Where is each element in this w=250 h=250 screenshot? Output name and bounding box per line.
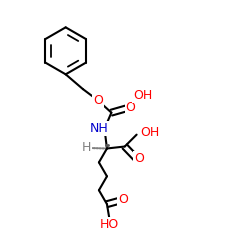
Text: O: O [93, 94, 103, 107]
Text: O: O [134, 152, 144, 165]
Text: OH: OH [140, 126, 160, 139]
Text: OH: OH [133, 89, 152, 102]
Text: NH: NH [90, 122, 108, 135]
Text: H: H [82, 142, 91, 154]
Text: HO: HO [100, 218, 119, 231]
Text: O: O [126, 101, 136, 114]
Text: O: O [118, 194, 128, 206]
